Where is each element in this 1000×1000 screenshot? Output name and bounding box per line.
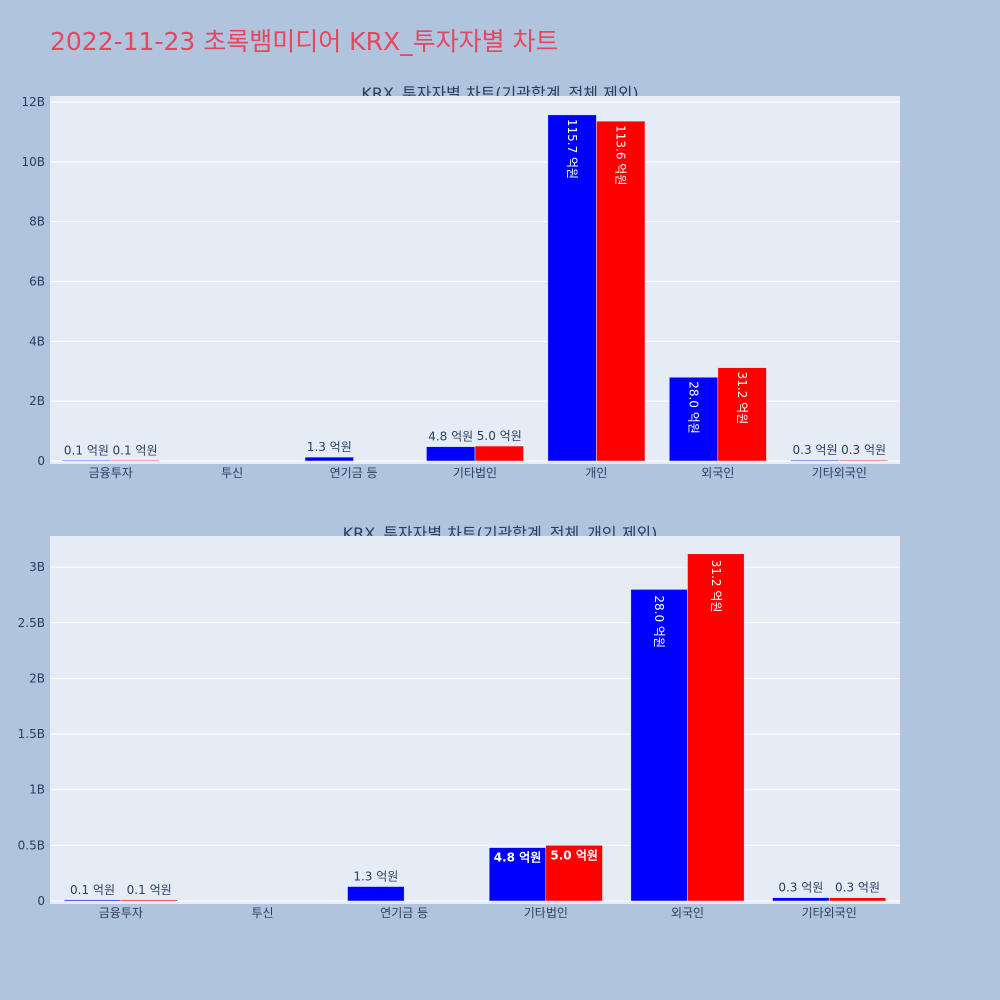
chart-1-data-label: 0.1 억원 xyxy=(64,444,109,458)
chart-1-data-label: 28.0 억원 xyxy=(687,381,701,434)
chart-1-bar xyxy=(304,456,354,462)
chart-1-bar xyxy=(61,459,111,462)
page-title: 2022-11-23 초록뱀미디어 KRX_투자자별 차트 xyxy=(50,27,559,56)
chart-1-x-tick-label: 외국인 xyxy=(701,466,734,480)
chart-2-x-tick-label: 투신 xyxy=(251,906,273,920)
chart-1-data-label: 4.8 억원 xyxy=(428,430,473,444)
chart-2-data-label: 31.2 억원 xyxy=(709,560,723,613)
chart-1-data-label: 0.3 억원 xyxy=(841,443,886,457)
chart-2-y-tick-label: 2.5B xyxy=(18,616,45,630)
chart-1-y-tick-label: 2B xyxy=(29,394,45,408)
chart-2-bar xyxy=(488,847,547,902)
chart-1-data-label: 1.3 억원 xyxy=(307,440,352,454)
chart-1-x-tick-label: 기타외국인 xyxy=(812,466,867,480)
chart-2-bar xyxy=(630,589,688,902)
chart-1-bar xyxy=(596,120,646,462)
chart-1-y-tick-label: 0 xyxy=(37,454,45,468)
chart-2-data-label: 5.0 억원 xyxy=(550,848,598,862)
chart-2-y-tick-label: 2B xyxy=(29,671,45,685)
chart-1-x-tick-label: 기타법인 xyxy=(453,466,497,480)
chart-1-y-tick-label: 10B xyxy=(21,155,45,169)
chart-1-bar xyxy=(110,459,160,462)
chart-1-data-label: 0.1 억원 xyxy=(113,444,158,458)
chart-2-bar xyxy=(687,553,745,902)
chart-2-bar xyxy=(772,897,830,902)
chart-2-x-tick-label: 연기금 등 xyxy=(380,906,428,920)
chart-2-x-tick-label: 외국인 xyxy=(671,906,704,920)
chart-1-y-tick-label: 12B xyxy=(21,95,45,109)
chart-2-data-label: 0.1 억원 xyxy=(127,883,172,897)
chart-1-x-tick-label: 투신 xyxy=(221,466,243,480)
chart-2-y-tick-label: 0.5B xyxy=(18,838,45,852)
chart-2-y-tick-label: 1.5B xyxy=(18,727,45,741)
chart-2-bar xyxy=(545,845,603,902)
chart-1-bar xyxy=(839,459,889,462)
chart-2-y-tick-label: 0 xyxy=(37,894,45,908)
chart-2-y-tick-label: 1B xyxy=(29,783,45,797)
chart-1-data-label: 31.2 억원 xyxy=(735,372,749,425)
chart-1-x-tick-label: 연기금 등 xyxy=(330,466,378,480)
chart-2-bar xyxy=(347,886,405,902)
chart-1-y-tick-label: 4B xyxy=(29,334,45,348)
chart-1-data-label: 115.7 억원 xyxy=(565,119,579,179)
chart-1-bar xyxy=(426,446,476,462)
chart-2-bar xyxy=(63,899,122,902)
chart-1-data-label: 5.0 억원 xyxy=(477,429,522,443)
chart-1-y-tick-label: 8B xyxy=(29,215,45,229)
chart-1-bar xyxy=(669,376,719,462)
chart-1-bar xyxy=(547,114,597,462)
chart-2-bar xyxy=(120,899,178,902)
chart-2-plot-area xyxy=(50,536,900,904)
chart-2-data-label: 4.8 억원 xyxy=(494,851,542,865)
chart-1-x-tick-label: 개인 xyxy=(585,466,607,480)
chart-1-x-tick-label: 금융투자 xyxy=(89,466,133,480)
chart-1-bar xyxy=(474,445,524,462)
chart-2-data-label: 0.1 억원 xyxy=(70,883,115,897)
chart-1-data-label: 0.3 억원 xyxy=(793,443,838,457)
chart-2-data-label: 0.3 억원 xyxy=(778,881,823,895)
chart-1-data-label: 113.6 억원 xyxy=(614,125,628,185)
chart-1-bar xyxy=(717,367,767,462)
chart-2-x-tick-label: 기타법인 xyxy=(524,906,568,920)
chart-2-data-label: 1.3 억원 xyxy=(353,870,398,884)
chart-1-y-tick-label: 6B xyxy=(29,274,45,288)
chart-2-data-label: 0.3 억원 xyxy=(835,881,880,895)
chart-1-plot-area xyxy=(50,96,900,464)
chart-2-y-tick-label: 3B xyxy=(29,560,45,574)
chart-2-x-tick-label: 기타외국인 xyxy=(802,906,857,920)
chart-2-bar xyxy=(828,897,887,902)
chart-2-data-label: 28.0 억원 xyxy=(652,595,666,648)
chart-2-x-tick-label: 금융투자 xyxy=(99,906,143,920)
chart-1-bar xyxy=(790,459,840,462)
